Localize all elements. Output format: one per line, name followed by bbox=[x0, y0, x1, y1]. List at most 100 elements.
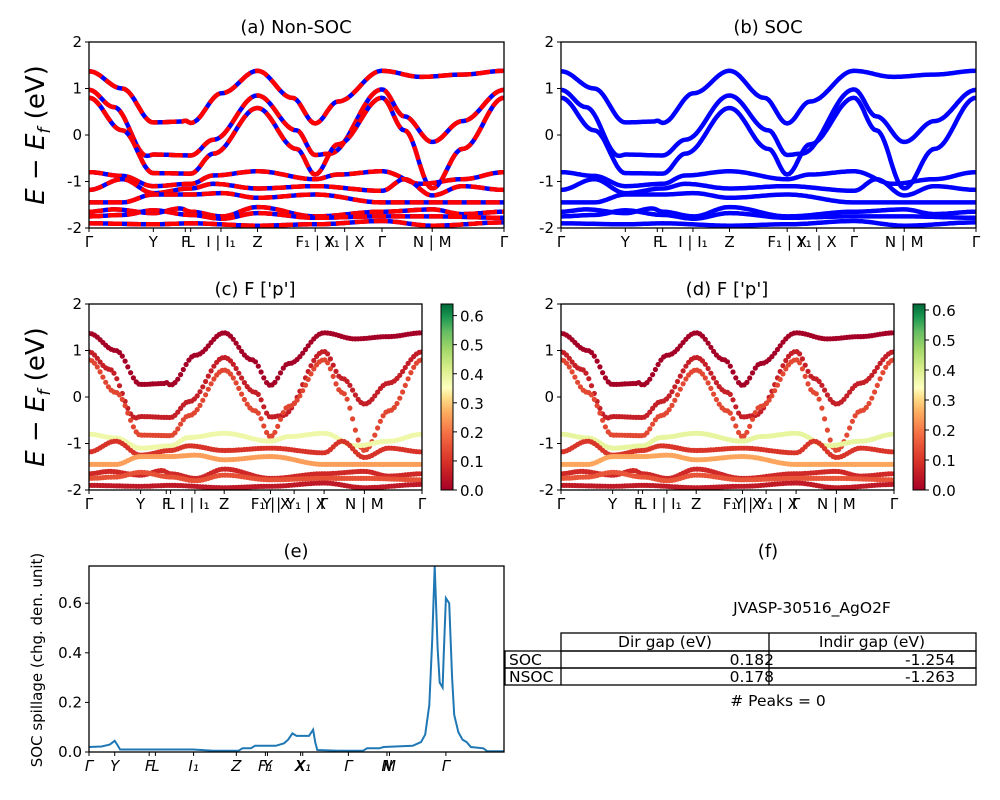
band-point bbox=[727, 391, 733, 397]
band-point bbox=[280, 410, 286, 416]
band-point bbox=[211, 376, 217, 382]
band-point bbox=[777, 343, 783, 349]
band-point bbox=[305, 343, 311, 349]
y-tick-label: 1 bbox=[544, 80, 554, 98]
band-point bbox=[305, 376, 311, 382]
x-tick-label: X bbox=[295, 757, 307, 775]
band-point bbox=[227, 371, 234, 377]
band-point bbox=[566, 364, 572, 370]
band-point bbox=[674, 392, 681, 398]
band-point bbox=[239, 375, 245, 381]
x-tick-label: F₁ | X bbox=[767, 233, 807, 251]
band-point bbox=[849, 418, 856, 424]
x-tick-label: Y bbox=[135, 495, 146, 513]
band-point bbox=[747, 375, 753, 381]
band-point bbox=[669, 402, 675, 408]
band-point bbox=[258, 416, 264, 422]
colorbar-gradient bbox=[912, 303, 926, 491]
band-point bbox=[272, 379, 278, 385]
band-line-nsoc bbox=[89, 169, 504, 189]
band-point bbox=[783, 357, 789, 364]
x-tick-label: Z bbox=[252, 233, 262, 251]
y-tick-label: -1 bbox=[539, 173, 554, 191]
band-point bbox=[261, 375, 267, 381]
peaks-count: # Peaks = 0 bbox=[730, 692, 826, 710]
band-line-nsoc bbox=[89, 190, 504, 205]
band-point bbox=[341, 391, 347, 397]
x-tick-label: N | M bbox=[345, 495, 384, 513]
band-point bbox=[586, 376, 592, 382]
colorbar-tick-label: 0.1 bbox=[932, 452, 956, 470]
panel-a-plot: -2 -1 0 1 2 Γ Y FL I | I₁ Z F₁ | XY₁ | X Γ N | M Γ bbox=[67, 33, 509, 251]
x-tick-label: Y bbox=[620, 233, 631, 251]
band-point bbox=[569, 369, 575, 375]
band-point bbox=[183, 361, 189, 368]
band-point bbox=[408, 370, 414, 376]
band-point bbox=[772, 388, 778, 394]
band-point bbox=[294, 397, 300, 403]
x-tick-label: I | I₁ bbox=[652, 495, 681, 513]
band-point bbox=[178, 372, 184, 378]
band-point bbox=[822, 387, 828, 393]
band-point bbox=[347, 382, 353, 388]
band-point bbox=[230, 336, 236, 342]
bands bbox=[89, 68, 504, 228]
band-point bbox=[241, 380, 247, 386]
band-point bbox=[727, 363, 733, 369]
band-point bbox=[724, 359, 731, 365]
band-point bbox=[175, 426, 181, 432]
colorbar-gradient bbox=[440, 303, 454, 491]
band-point bbox=[736, 410, 742, 416]
bands bbox=[561, 68, 976, 228]
band-point bbox=[869, 372, 875, 378]
x-tick-label: Γ bbox=[85, 233, 94, 251]
x-tick-label: N | M bbox=[817, 495, 856, 513]
band-point bbox=[802, 373, 808, 379]
x-tick-label: I₁ bbox=[188, 757, 198, 775]
band-point bbox=[744, 379, 750, 385]
band-point bbox=[119, 353, 125, 359]
band-point bbox=[852, 413, 858, 419]
band-point bbox=[883, 364, 889, 370]
axes-frame bbox=[88, 565, 505, 753]
x-tick-label: L bbox=[638, 495, 647, 513]
band-point bbox=[128, 417, 134, 423]
band-point bbox=[588, 392, 595, 398]
band-point bbox=[400, 389, 406, 395]
x-tick-label: Γ bbox=[972, 233, 981, 251]
x-tick-label: L bbox=[166, 495, 175, 513]
band-point bbox=[880, 370, 886, 376]
band-point bbox=[822, 416, 828, 422]
band-point bbox=[244, 401, 250, 407]
band-point bbox=[874, 364, 880, 371]
band-point bbox=[602, 375, 609, 381]
y-tick-label: 0 bbox=[72, 126, 82, 144]
band-point bbox=[230, 361, 236, 367]
band-point bbox=[233, 380, 239, 386]
band-point bbox=[91, 360, 98, 366]
material-id: JVASP-30516_AgO2F bbox=[732, 599, 891, 618]
band-point bbox=[674, 378, 681, 385]
band-point bbox=[236, 344, 242, 350]
band-point bbox=[252, 359, 259, 365]
band-point bbox=[239, 391, 245, 397]
band-point bbox=[194, 407, 200, 413]
band-point bbox=[369, 396, 375, 402]
band-line bbox=[561, 218, 976, 228]
band-point bbox=[200, 384, 206, 390]
y-tick-label: -2 bbox=[539, 481, 554, 499]
y-tick-label: 0.4 bbox=[58, 644, 82, 662]
table-header-dir-gap: Dir gap (eV) bbox=[618, 633, 712, 651]
band-line-nsoc bbox=[89, 68, 504, 126]
band-point bbox=[327, 366, 333, 372]
x-tick-label: I | I₁ bbox=[180, 495, 209, 513]
band-point bbox=[178, 421, 184, 427]
x-tick-label: F₁ bbox=[258, 757, 273, 775]
band-point bbox=[400, 368, 406, 375]
x-tick-label: F₁ | X bbox=[723, 495, 763, 513]
x-tick-label: Y bbox=[148, 233, 159, 251]
x-tick-label: Γ bbox=[890, 495, 899, 513]
band-point bbox=[302, 346, 309, 353]
band-point bbox=[666, 393, 672, 399]
table-row-label: SOC bbox=[509, 651, 542, 669]
